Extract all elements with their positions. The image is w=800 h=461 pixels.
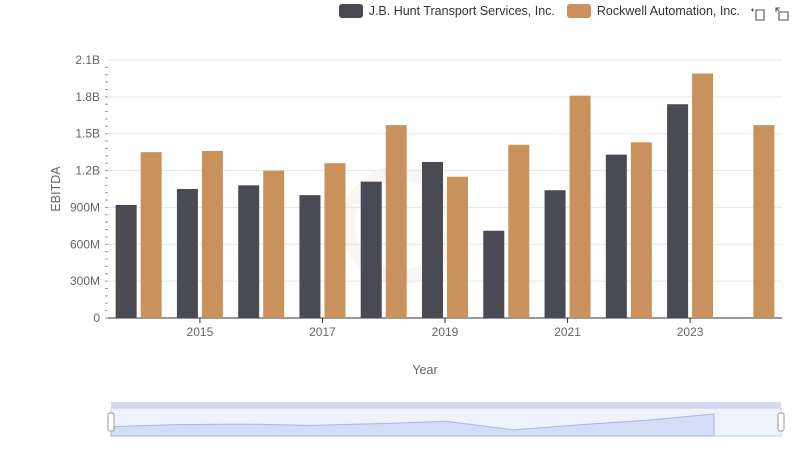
datazoom-left-handle[interactable]: [107, 412, 115, 432]
x-axis-title: Year: [412, 363, 437, 377]
y-tick-label: 1.8B: [75, 90, 100, 104]
legend-item-jbhunt[interactable]: J.B. Hunt Transport Services, Inc.: [338, 4, 555, 18]
bar: [263, 170, 285, 318]
bar: [360, 181, 382, 318]
bar: [544, 190, 566, 318]
y-tick-label: 1.5B: [75, 127, 100, 141]
x-tick-label: 2017: [309, 325, 336, 339]
bar: [753, 125, 775, 318]
datazoom-handle-bar: [111, 402, 781, 408]
bar: [667, 104, 689, 318]
y-tick-label: 300M: [70, 274, 100, 288]
y-tick-label: 900M: [70, 200, 100, 214]
x-tick-label: 2019: [432, 325, 459, 339]
bar: [508, 144, 530, 318]
zoom-reset-icon[interactable]: [774, 6, 790, 22]
bar: [201, 150, 223, 318]
y-tick-label: 600M: [70, 237, 100, 251]
y-tick-label: 2.1B: [75, 53, 100, 67]
x-tick-label: 2021: [554, 325, 581, 339]
bar: [176, 189, 198, 318]
legend: J.B. Hunt Transport Services, Inc. Rockw…: [338, 4, 740, 18]
bar: [422, 161, 443, 318]
bar: [447, 176, 468, 318]
x-tick-label: 2015: [187, 325, 214, 339]
y-axis-title: EBITDA: [49, 166, 63, 212]
y-tick-label: 1.2B: [75, 164, 100, 178]
zoom-icon[interactable]: [750, 6, 766, 22]
bar: [115, 204, 137, 318]
legend-label-rockwell: Rockwell Automation, Inc.: [596, 4, 740, 18]
bar: [299, 195, 321, 318]
bar: [385, 125, 407, 318]
legend-label-jbhunt: J.B. Hunt Transport Services, Inc.: [368, 4, 555, 18]
bar: [140, 152, 162, 318]
legend-swatch-jbhunt: [338, 4, 363, 18]
toolbox: [750, 6, 790, 22]
x-tick-label: 2023: [677, 325, 704, 339]
legend-item-rockwell[interactable]: Rockwell Automation, Inc.: [566, 4, 740, 18]
bar: [238, 185, 260, 318]
bar: [630, 142, 652, 318]
bar: [692, 73, 714, 318]
datazoom-preview-area: [110, 413, 715, 437]
bar: [483, 230, 505, 318]
legend-swatch-rockwell: [566, 4, 591, 18]
y-tick-label: 0: [93, 311, 100, 325]
bar: [569, 95, 591, 318]
bar: [324, 163, 346, 318]
datazoom-right-handle[interactable]: [777, 412, 785, 432]
bar: [605, 154, 627, 318]
